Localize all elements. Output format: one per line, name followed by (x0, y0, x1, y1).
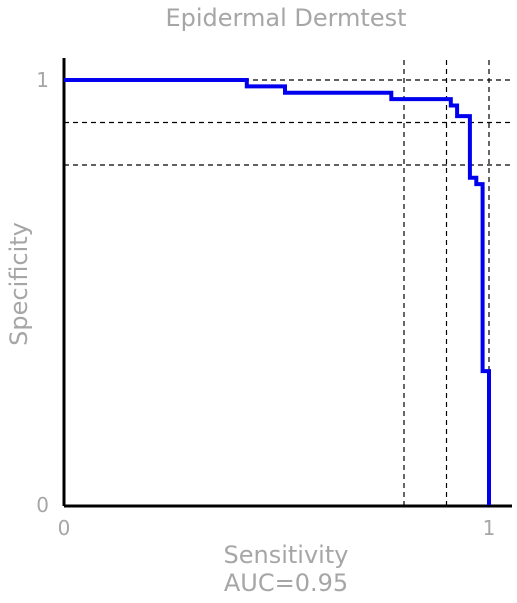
tick-labels: 0 1 0 1 (36, 68, 495, 540)
y-tick-label: 0 (36, 493, 49, 517)
roc-curve-line (64, 78, 491, 505)
x-tick-label: 1 (483, 516, 496, 540)
series-layer (64, 78, 491, 505)
auc-annotation: AUC=0.95 (224, 569, 348, 597)
x-axis-label: Sensitivity (224, 541, 349, 569)
reference-lines (64, 60, 510, 505)
chart-title: Epidermal Dermtest (165, 4, 406, 32)
y-tick-label: 1 (36, 68, 49, 92)
y-axis-label: Specificity (5, 222, 33, 346)
x-tick-label: 0 (58, 516, 71, 540)
